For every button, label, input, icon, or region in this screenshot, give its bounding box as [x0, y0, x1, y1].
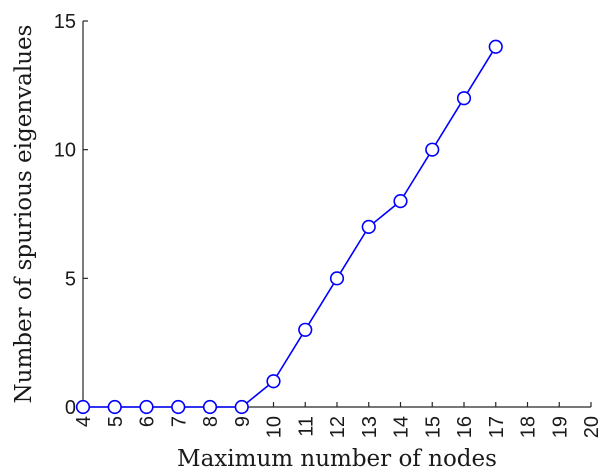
- data-point: [361, 219, 376, 234]
- x-ticks: 4 5 6 7 8 9 10 11 12 13 14 15 16 17 18 19 20: [73, 402, 602, 438]
- x-tick-label: 20: [581, 416, 602, 438]
- x-tick-label: 7: [168, 416, 190, 427]
- y-tick-label: 0: [65, 397, 76, 419]
- data-point: [139, 399, 154, 415]
- data-point: [234, 399, 249, 415]
- x-tick-label: 9: [232, 416, 254, 427]
- data-point: [107, 399, 122, 415]
- y-ticks: 0 5 10 15: [54, 11, 88, 419]
- series-layer: [75, 39, 503, 415]
- x-tick-label: 14: [391, 416, 413, 438]
- x-tick-label: 15: [422, 416, 444, 438]
- data-point: [266, 374, 281, 389]
- data-point: [456, 91, 472, 106]
- y-tick-label: 5: [65, 268, 76, 290]
- x-tick-label: 16: [454, 416, 476, 438]
- data-point: [171, 399, 186, 415]
- x-tick-label: 10: [264, 416, 286, 438]
- x-tick-label: 6: [137, 416, 159, 427]
- x-tick-label: 5: [105, 416, 127, 427]
- x-tick-label: 4: [73, 416, 95, 427]
- data-point: [75, 399, 91, 415]
- data-point: [202, 399, 218, 415]
- x-tick-label: 19: [549, 416, 571, 438]
- data-point: [393, 194, 408, 209]
- y-axis-title: Number of spurious eigenvalues: [11, 25, 37, 404]
- x-axis-title: Maximum number of nodes: [177, 446, 497, 472]
- x-tick-label: 17: [486, 416, 508, 438]
- series-0: [75, 39, 503, 415]
- x-tick-label: 13: [359, 416, 381, 438]
- axes: [82, 21, 591, 408]
- y-tick-label: 15: [54, 11, 76, 33]
- series-line: [83, 46, 497, 408]
- x-tick-label: 18: [518, 416, 540, 438]
- data-point: [488, 39, 503, 54]
- data-point: [425, 142, 440, 157]
- data-point: [298, 322, 313, 337]
- x-tick-label: 11: [295, 416, 317, 437]
- y-tick-label: 10: [54, 140, 76, 162]
- x-tick-label: 8: [200, 416, 222, 427]
- x-tick-label: 12: [327, 416, 349, 438]
- data-point: [329, 271, 345, 286]
